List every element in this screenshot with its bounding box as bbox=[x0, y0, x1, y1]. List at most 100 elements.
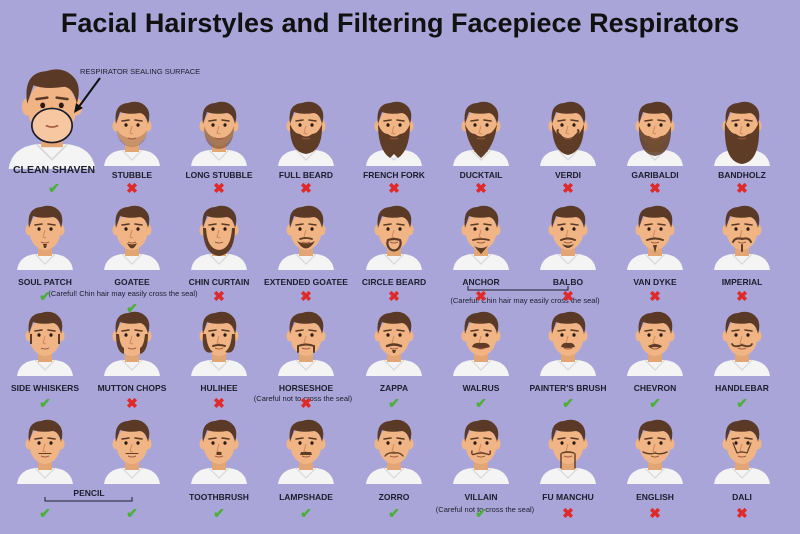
page-title: Facial Hairstyles and Filtering Facepiec… bbox=[60, 8, 740, 38]
style-label: FULL BEARD bbox=[278, 170, 334, 180]
face-walrus bbox=[453, 311, 509, 376]
check-icon: ✔ bbox=[736, 395, 748, 411]
style-label: GARIBALDI bbox=[631, 170, 679, 180]
cross-icon: ✖ bbox=[562, 180, 574, 196]
check-icon: ✔ bbox=[649, 395, 661, 411]
check-icon: ✔ bbox=[475, 505, 487, 521]
style-label: VAN DYKE bbox=[633, 277, 677, 287]
sealing-surface-callout: RESPIRATOR SEALING SURFACE bbox=[80, 67, 201, 76]
face-english bbox=[627, 419, 683, 484]
cross-icon: ✖ bbox=[300, 180, 312, 196]
check-icon: ✔ bbox=[39, 395, 51, 411]
face-zorro bbox=[366, 419, 422, 484]
style-label: WALRUS bbox=[462, 383, 500, 393]
face-mutton-chops bbox=[104, 311, 160, 376]
check-icon: ✔ bbox=[126, 300, 138, 316]
cross-icon: ✖ bbox=[126, 180, 138, 196]
style-label: CHEVRON bbox=[633, 383, 677, 393]
pencil-bracket bbox=[44, 497, 133, 502]
face-full-beard bbox=[278, 101, 334, 166]
face-french-fork bbox=[366, 101, 422, 166]
face-lampshade bbox=[278, 419, 334, 484]
face-garibaldi bbox=[627, 101, 683, 166]
check-icon: ✔ bbox=[213, 505, 225, 521]
style-label: BANDHOLZ bbox=[718, 170, 766, 180]
pencil-label: PENCIL bbox=[73, 488, 105, 498]
style-label: MUTTON CHOPS bbox=[97, 383, 167, 393]
style-label: ZAPPA bbox=[379, 383, 409, 393]
face-fu-manchu bbox=[540, 419, 596, 484]
style-label: SOUL PATCH bbox=[18, 277, 72, 287]
face-anchor bbox=[453, 205, 509, 270]
cross-icon: ✖ bbox=[649, 505, 661, 521]
style-label: GOATEE bbox=[114, 277, 150, 287]
face-goatee bbox=[104, 205, 160, 270]
check-icon: ✔ bbox=[388, 505, 400, 521]
face-ducktail bbox=[453, 101, 509, 166]
face-painter-s-brush bbox=[540, 311, 596, 376]
face-verdi bbox=[540, 101, 596, 166]
face-clean-shaven bbox=[8, 69, 96, 169]
cross-icon: ✖ bbox=[475, 180, 487, 196]
goatee-note: (Careful! Chin hair may easily cross the… bbox=[48, 289, 198, 298]
face-van-dyke bbox=[627, 205, 683, 270]
face-extended-goatee bbox=[278, 205, 334, 270]
face-chevron bbox=[627, 311, 683, 376]
cross-icon: ✖ bbox=[562, 505, 574, 521]
face-hulihee bbox=[191, 311, 247, 376]
style-label: FU MANCHU bbox=[542, 492, 594, 502]
face-handlebar bbox=[714, 311, 770, 376]
cross-icon: ✖ bbox=[475, 288, 487, 304]
cross-icon: ✖ bbox=[213, 288, 225, 304]
face-balbo bbox=[540, 205, 596, 270]
cross-icon: ✖ bbox=[300, 395, 312, 411]
style-label: ZORRO bbox=[378, 492, 410, 502]
style-label: CIRCLE BEARD bbox=[361, 277, 427, 287]
cross-icon: ✖ bbox=[213, 180, 225, 196]
face-circle-beard bbox=[366, 205, 422, 270]
style-label: HULIHEE bbox=[200, 383, 238, 393]
face-long-stubble bbox=[191, 101, 247, 166]
clean-shaven-label: CLEAN SHAVEN bbox=[12, 164, 96, 176]
face-bandholz bbox=[714, 101, 770, 166]
cross-icon: ✖ bbox=[388, 288, 400, 304]
anchor-balbo-note: (Careful! Chin hair may easily cross the… bbox=[450, 296, 600, 305]
style-label: BALBO bbox=[552, 277, 584, 287]
check-icon: ✔ bbox=[39, 505, 51, 521]
callout-arrowhead-icon bbox=[74, 103, 83, 113]
style-label: PAINTER'S BRUSH bbox=[529, 383, 607, 393]
style-label: HANDLEBAR bbox=[715, 383, 769, 393]
style-label: ENGLISH bbox=[636, 492, 674, 502]
face-villain bbox=[453, 419, 509, 484]
cross-icon: ✖ bbox=[388, 180, 400, 196]
cross-icon: ✖ bbox=[562, 288, 574, 304]
check-icon: ✔ bbox=[388, 395, 400, 411]
anchor-balbo-bracket bbox=[467, 286, 569, 291]
cross-icon: ✖ bbox=[213, 395, 225, 411]
face-chin-curtain bbox=[191, 205, 247, 270]
face-soul-patch bbox=[17, 205, 73, 270]
style-label: LONG STUBBLE bbox=[185, 170, 253, 180]
face-pencil bbox=[17, 419, 73, 484]
cross-icon: ✖ bbox=[649, 288, 661, 304]
style-label: STUBBLE bbox=[111, 170, 153, 180]
style-label: LAMPSHADE bbox=[279, 492, 333, 502]
face-stubble bbox=[104, 101, 160, 166]
style-label: EXTENDED GOATEE bbox=[264, 277, 348, 287]
callout-arrow-icon bbox=[77, 77, 101, 109]
villain-note: (Careful not to cross the seal) bbox=[435, 505, 535, 514]
cross-icon: ✖ bbox=[736, 505, 748, 521]
style-label: FRENCH FORK bbox=[363, 170, 425, 180]
face-dali bbox=[714, 419, 770, 484]
horseshoe-note: (Careful not to cross the seal) bbox=[253, 394, 353, 403]
style-label: HORSESHOE bbox=[278, 383, 334, 393]
cross-icon: ✖ bbox=[736, 180, 748, 196]
face-imperial bbox=[714, 205, 770, 270]
face-zappa bbox=[366, 311, 422, 376]
cross-icon: ✖ bbox=[649, 180, 661, 196]
check-icon: ✔ bbox=[300, 505, 312, 521]
check-icon: ✔ bbox=[475, 395, 487, 411]
style-label: TOOTHBRUSH bbox=[189, 492, 249, 502]
